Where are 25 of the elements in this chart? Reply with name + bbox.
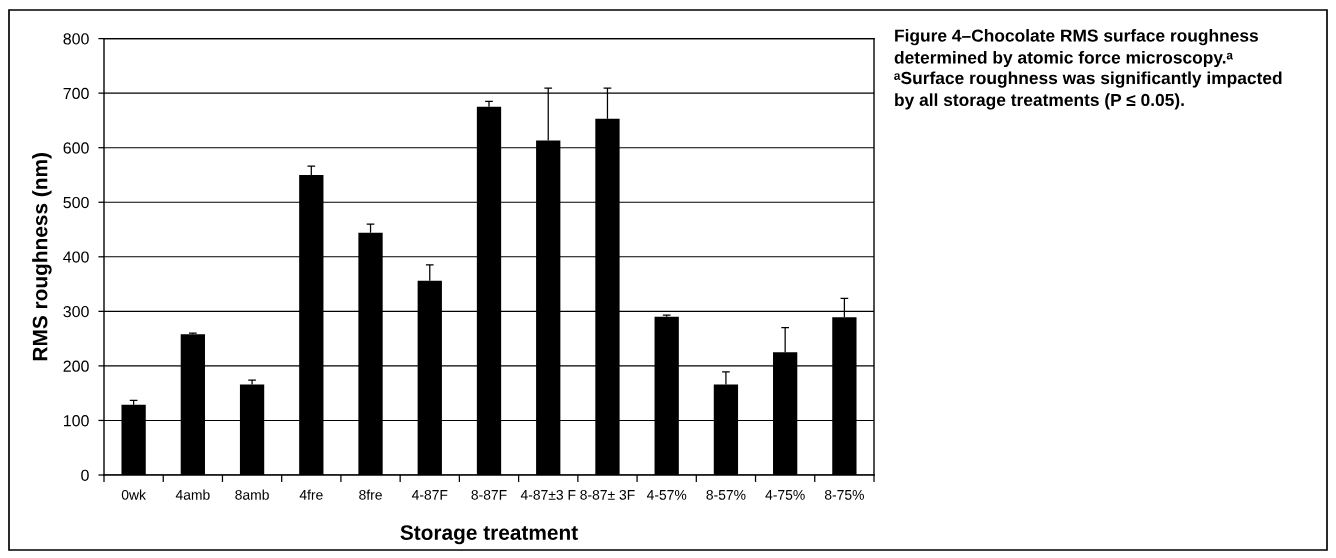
x-tick-label: 8-87F (471, 489, 507, 500)
x-tick-label: 4fre (299, 489, 323, 500)
x-tick-label: 4-57% (646, 490, 687, 500)
x-tick-label: 8-57% (706, 489, 746, 500)
y-tick-label: 0 (81, 469, 89, 481)
x-tick-label: 0wk (121, 489, 146, 500)
x-tick-label: 8-87± 3F (580, 489, 635, 500)
y-tick-label: 600 (63, 142, 89, 154)
y-tick-label: 700 (63, 87, 89, 100)
y-tick-label: 400 (63, 251, 89, 263)
y-tick-label: 100 (63, 415, 89, 427)
y-tick-label: 500 (63, 196, 89, 209)
x-tick-label: 4amb (175, 489, 210, 500)
y-tick-label: 200 (63, 360, 89, 372)
x-tick-label: 4-87F (411, 489, 448, 500)
x-tick-label: 8fre (359, 489, 382, 500)
y-axis-title: RMS roughness (nm) (32, 153, 52, 361)
y-tick-label: 300 (63, 305, 89, 318)
x-tick-label: 8-75% (824, 489, 864, 500)
y-tick-label: 800 (63, 33, 89, 45)
x-tick-label: 4-75% (765, 490, 805, 500)
x-tick-label: 4-87±3 F (520, 489, 576, 500)
text: ᵃSurface roughness was significantly impacted by all storage treatments (P ≤ 0.05). (894, 71, 1282, 110)
x-tick-label: 8amb (235, 489, 269, 500)
x-axis-title: Storage treatment (400, 525, 578, 545)
